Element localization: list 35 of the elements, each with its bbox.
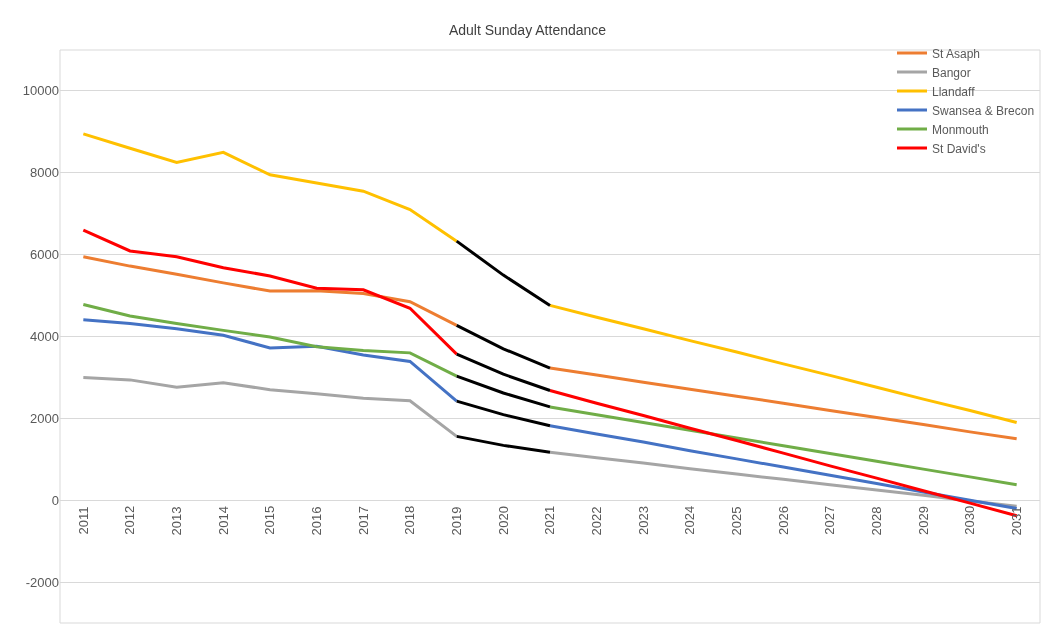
legend-label: Llandaff xyxy=(932,84,976,99)
x-tick-label: 2016 xyxy=(308,506,324,536)
y-tick-label: 4000 xyxy=(30,329,59,345)
x-tick-label: 2012 xyxy=(122,505,138,535)
y-tick-label: 8000 xyxy=(30,165,59,181)
x-tick-label: 2013 xyxy=(168,506,184,536)
legend-label: Bangor xyxy=(932,65,971,80)
legend-label: Monmouth xyxy=(932,122,989,137)
x-tick-label: 2031 xyxy=(1008,506,1024,536)
y-tick-label: 10000 xyxy=(22,83,59,99)
x-tick-label: 2025 xyxy=(728,506,744,536)
x-tick-label: 2015 xyxy=(262,505,278,535)
chart-title: Adult Sunday Attendance xyxy=(448,22,607,39)
y-tick-label: 2000 xyxy=(30,410,59,426)
y-tick-label: -2000 xyxy=(25,574,59,590)
y-tick-label: 6000 xyxy=(30,247,59,263)
x-tick-label: 2028 xyxy=(868,506,884,536)
x-tick-label: 2023 xyxy=(635,506,651,536)
x-tick-label: 2022 xyxy=(588,506,604,536)
legend-label: St David's xyxy=(932,141,986,156)
x-tick-label: 2030 xyxy=(962,505,978,535)
x-tick-label: 2027 xyxy=(822,505,838,535)
x-tick-label: 2018 xyxy=(402,505,418,535)
legend-label: St Asaph xyxy=(932,46,981,61)
x-tick-label: 2020 xyxy=(495,506,511,536)
x-tick-label: 2029 xyxy=(915,506,931,536)
y-tick-label: 0 xyxy=(51,492,59,508)
x-tick-label: 2026 xyxy=(775,506,791,536)
x-tick-label: 2019 xyxy=(448,506,464,536)
x-tick-label: 2011 xyxy=(76,506,92,535)
x-tick-label: 2021 xyxy=(542,505,558,535)
x-tick-label: 2014 xyxy=(215,506,231,536)
x-tick-label: 2024 xyxy=(682,505,698,535)
legend-label: Swansea & Brecon xyxy=(932,103,1035,118)
x-tick-label: 2017 xyxy=(355,506,371,536)
